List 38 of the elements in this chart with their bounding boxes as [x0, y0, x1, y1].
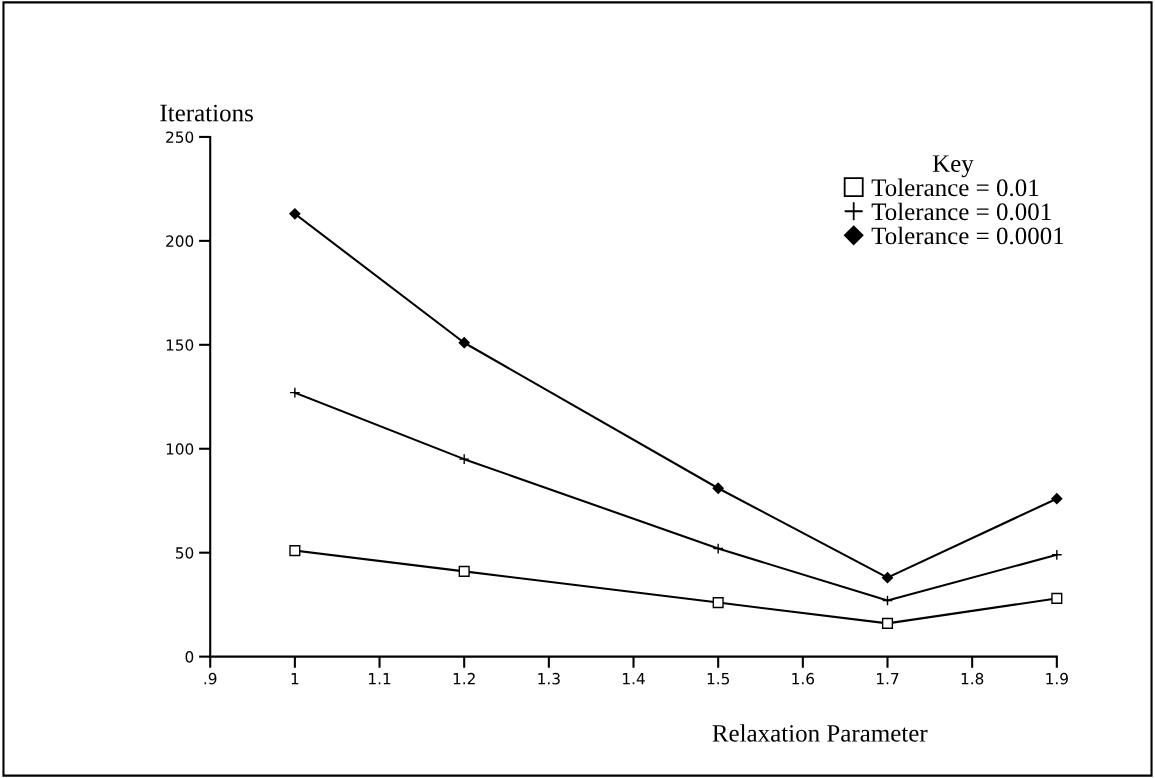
x-tick-label: 1.5 [707, 673, 729, 685]
y-tick-label: 200 [166, 235, 194, 247]
x-tick-label: .9 [204, 672, 217, 685]
point [289, 387, 301, 399]
legend-title: Key [932, 155, 974, 178]
point [458, 337, 470, 349]
x-tick-label: 1.4 [623, 673, 645, 685]
y-tick-label: 50 [175, 547, 194, 559]
point [712, 597, 724, 609]
x-tick-label: 1.8 [961, 672, 984, 685]
x-tick-label: 1.7 [877, 673, 899, 685]
legend-label: Tolerance = 0.001 [871, 202, 1051, 221]
point [1051, 493, 1063, 505]
legend-label: Tolerance = 0.0001 [871, 226, 1064, 245]
point [458, 453, 470, 465]
point [458, 565, 470, 577]
point [712, 482, 724, 494]
x-axis-title: Relaxation Parameter [712, 724, 928, 742]
point [881, 594, 894, 607]
point [1051, 592, 1063, 604]
x-tick-label: 1.3 [538, 672, 560, 685]
x-tick-label: 1 [291, 673, 299, 685]
y-tick-label: 250 [166, 131, 194, 143]
y-tick-label: 150 [166, 339, 194, 351]
x-tick-label: 1.6 [792, 672, 815, 685]
x-tick-label: 1.9 [1046, 672, 1068, 685]
legend-label: Tolerance = 0.01 [871, 178, 1039, 197]
point [289, 208, 301, 220]
point [712, 542, 724, 555]
point [881, 617, 894, 629]
x-tick-label: 1.1 [369, 673, 391, 685]
x-tick-label: 1.2 [453, 672, 475, 685]
point [881, 572, 894, 584]
point [289, 545, 301, 557]
point [1051, 549, 1063, 561]
y-tick-label: 100 [166, 443, 194, 455]
y-tick-label: 0 [185, 651, 194, 663]
y-axis-title: Iterations [160, 104, 253, 122]
